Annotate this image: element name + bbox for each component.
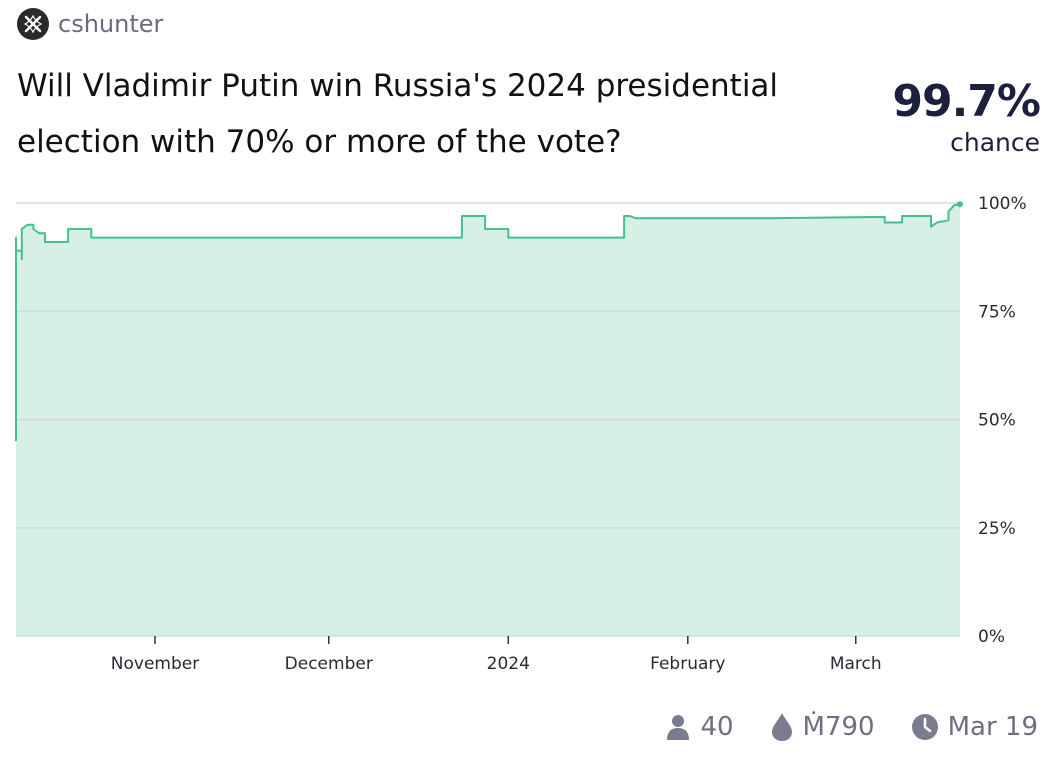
probability-display: 99.7% chance [892,76,1041,158]
y-tick-label: 75% [978,302,1016,322]
person-icon [667,715,690,740]
x-tick-label: December [285,654,373,674]
y-tick-label: 50% [978,411,1016,431]
y-tick-label: 100% [978,194,1027,214]
probability-label: chance [950,128,1040,157]
probability-value: 99.7% [892,76,1041,127]
creator-name[interactable]: cshunter [58,10,164,38]
market-question: Will Vladimir Putin win Russia's 2024 pr… [17,68,779,160]
x-tick-label: 2024 [487,654,530,674]
droplet-icon [771,713,792,741]
traders-stat[interactable]: 40 [665,712,734,742]
y-tick-label: 0% [978,627,1005,647]
market-header: cshunter [17,8,163,40]
x-tick-label: November [111,654,199,674]
avatar[interactable] [17,8,49,40]
traders-count: 40 [700,712,734,742]
probability-line [15,203,961,442]
current-point [957,201,963,208]
close-date-stat[interactable]: Mar 19 [911,712,1038,742]
volume-value: Ṁ790 [802,712,875,742]
creator-logo-icon [23,14,43,34]
market-stats: 40 Ṁ790 Mar 19 [629,712,1038,742]
volume-stat[interactable]: Ṁ790 [770,712,875,742]
y-tick-label: 25% [978,519,1016,539]
x-tick-label: March [830,654,882,674]
probability-chart[interactable]: 100% 75% 50% 25% 0% November December 2024 Febru… [0,185,1056,690]
x-tick-label: February [650,654,725,674]
clock-icon [911,714,938,740]
close-date: Mar 19 [947,712,1038,742]
